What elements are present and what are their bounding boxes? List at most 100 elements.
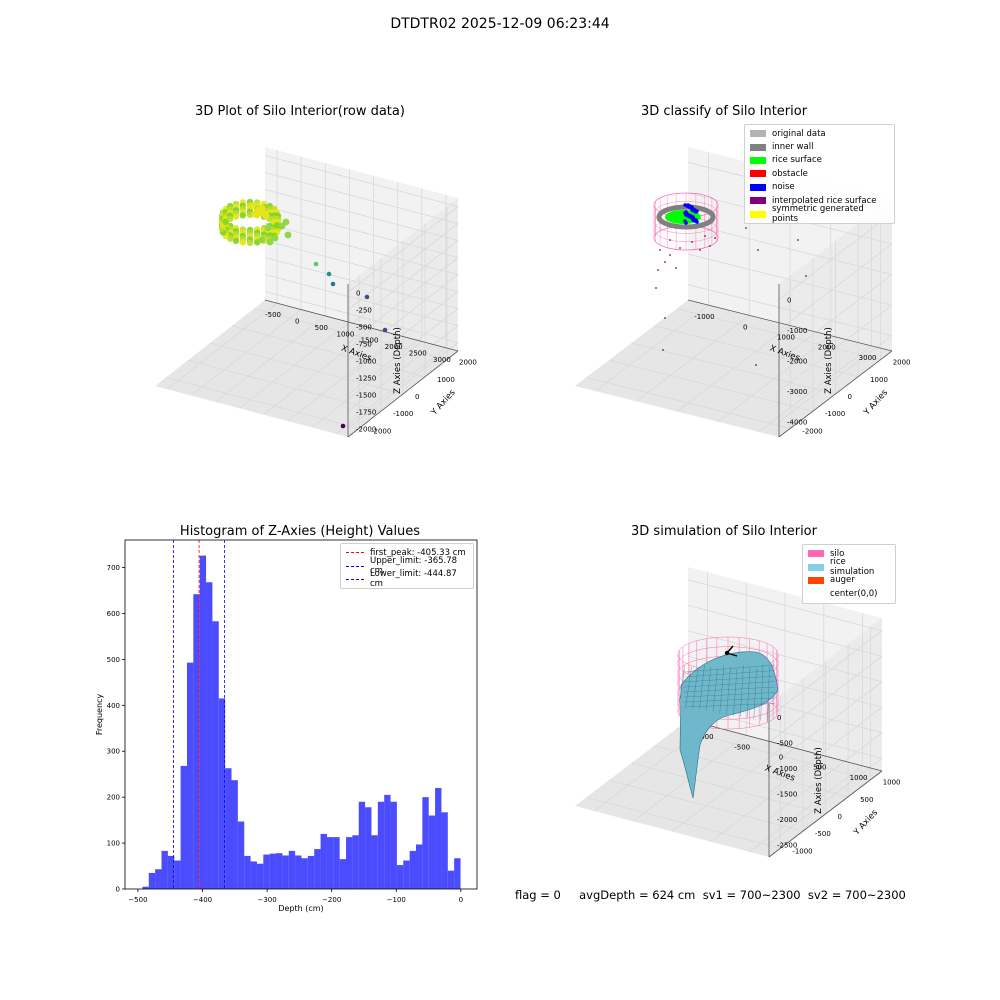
interpolated-point (659, 249, 661, 251)
p4-ytick-label: 1000 (883, 779, 901, 787)
mesh-line (760, 664, 764, 721)
xtick-label: −200 (322, 896, 341, 904)
legend-label: silo (830, 548, 845, 559)
p1-x-axis-line (264, 299, 459, 352)
p1-xtick-label: 1500 (361, 337, 379, 345)
interpolated-point (755, 364, 757, 366)
p1-grid-z (264, 189, 459, 241)
p2-ztick-label: 0 (787, 296, 791, 304)
surface-point (248, 202, 256, 210)
histogram-bar (352, 835, 359, 889)
p1-xtick-label: 2000 (385, 343, 403, 351)
histogram-bar (186, 662, 194, 889)
p1-ztick-label: 0 (356, 290, 360, 298)
p4-grid-zy (768, 655, 883, 743)
histogram-bar (212, 621, 219, 889)
legend-entry: auger (808, 574, 890, 587)
histogram-bar (295, 855, 302, 889)
p1-grid-zy (347, 206, 459, 293)
p2-ytick-label: -2000 (802, 427, 822, 435)
p2-ztick-label: -4000 (787, 419, 807, 427)
p4-y-axis-line (768, 770, 883, 858)
p4-ztick-label: -2000 (777, 816, 797, 824)
p1-grid-y (209, 342, 404, 395)
legend-swatch (808, 563, 824, 571)
p1-grid-zy (347, 257, 459, 344)
p4-grid-z (687, 630, 883, 683)
noise-point (684, 210, 688, 214)
histogram-bar (365, 807, 372, 889)
p2-grid-z (687, 253, 893, 306)
p1-ztick-label: -750 (356, 341, 372, 349)
legend-label: first_peak: -405.33 cm (370, 547, 466, 558)
interpolated-point (691, 241, 693, 243)
panel2-3d-classify: -1000 0 1000 2000 3000 2000 1000 0 -1000 -2000 0 -1… (575, 147, 911, 438)
histogram-bar (193, 594, 200, 889)
p1-grid-y (231, 325, 426, 378)
noise-point (694, 218, 698, 222)
p4-zlabel: Z Axies (Depth) (814, 747, 824, 814)
p1-grid-z (264, 155, 459, 207)
panel1-title: 3D Plot of Silo Interior(row data) (195, 104, 405, 119)
silo-wall-point (239, 212, 246, 219)
legend-swatch (750, 197, 766, 205)
interpolated-point (745, 227, 747, 229)
xtick-label: −500 (128, 896, 147, 904)
p1-xtick-label: 2500 (409, 349, 427, 357)
histogram-bar (206, 582, 213, 889)
interpolated-point (757, 249, 759, 251)
mesh-line (767, 666, 770, 722)
interpolated-point (655, 287, 657, 289)
p1-xtick-label: 3000 (433, 356, 451, 364)
p1-grid-z (264, 240, 459, 292)
legend-entry: Upper_limit: -365.78 cm (346, 556, 468, 576)
p1-ztick-label: -1000 (356, 358, 376, 366)
histogram-bar (441, 812, 448, 889)
noise-point (683, 219, 687, 223)
p1-ytick-label: -2000 (371, 427, 391, 435)
mesh-line (683, 686, 776, 693)
legend-label: obstacle (772, 168, 808, 179)
histogram-bar (326, 837, 334, 889)
p4-ztick-label: -1000 (777, 765, 797, 773)
histogram-bar (422, 797, 429, 889)
legend-label: noise (772, 182, 795, 193)
interpolated-point (714, 237, 716, 239)
surface-point (251, 210, 259, 218)
p1-grid-zy (347, 291, 459, 378)
ytick-label: 100 (107, 840, 120, 848)
p4-x-axis-line (687, 719, 883, 772)
x-axis-label: Depth (cm) (278, 904, 323, 913)
p2-ytick-label: 2000 (893, 359, 911, 367)
p4-grid-y (676, 728, 871, 780)
histogram-bar (435, 787, 442, 889)
p2-grid-y (654, 325, 859, 378)
ytick-label: 200 (107, 794, 120, 802)
legend-label: rice simulation (830, 557, 875, 578)
panel2-legend: original data inner wall rice surface obsta… (744, 124, 895, 224)
silo-wall-point (227, 215, 234, 223)
legend-line-swatch (346, 578, 364, 580)
interpolated-point (664, 261, 666, 263)
legend-entry: original data (750, 127, 889, 140)
panel2-title: 3D classify of Silo Interior (640, 104, 808, 119)
histogram-bar (454, 858, 461, 889)
p1-zlabel: Z Axies (Depth) (393, 327, 403, 394)
noise-point (695, 209, 699, 213)
silo-wall-point (246, 239, 254, 246)
histogram-bar (148, 872, 156, 889)
p4-grid-zy (768, 681, 883, 769)
silo-wall-point (239, 239, 246, 246)
outlier-point (364, 294, 370, 300)
p2-grid-zy (778, 212, 893, 300)
p1-grid-y (253, 308, 448, 360)
legend-label: interpolated rice surface (772, 195, 877, 206)
p1-grid-zy (347, 240, 459, 327)
legend-entry: rice surface (750, 154, 889, 167)
p2-xtick-label: 2000 (818, 344, 836, 352)
p1-grid-z (264, 291, 459, 343)
histogram-bar (180, 765, 187, 889)
scatter-point (264, 224, 272, 232)
histogram-bar (416, 844, 423, 889)
histogram-bar (167, 855, 175, 889)
